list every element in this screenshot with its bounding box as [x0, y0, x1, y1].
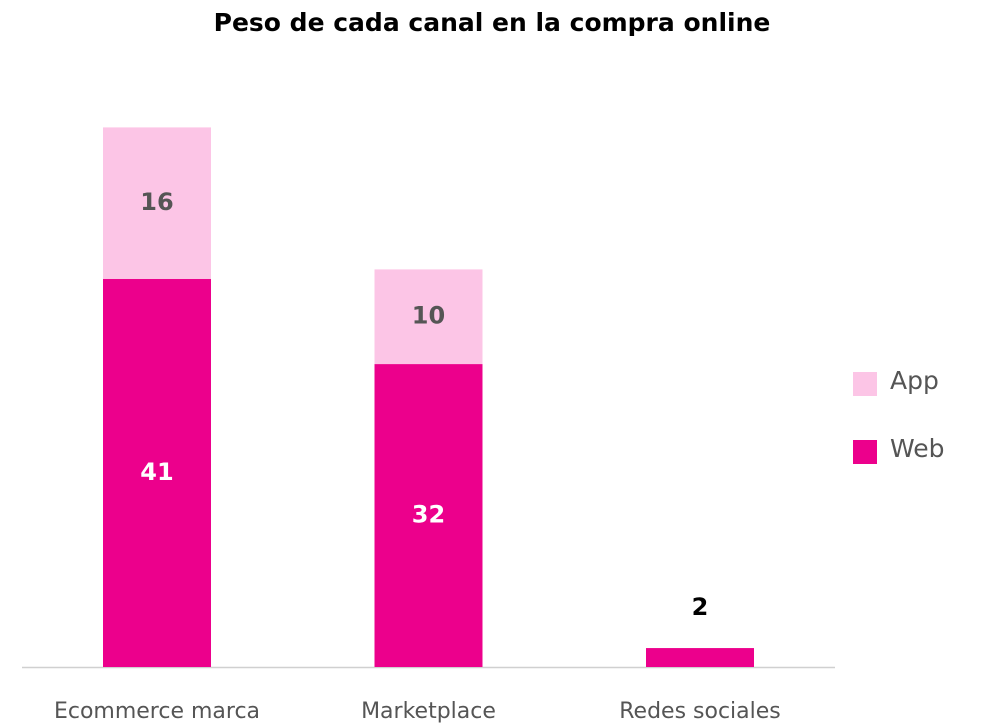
- legend-label: Web: [890, 434, 945, 463]
- data-label: 16: [140, 188, 173, 216]
- data-label: 32: [412, 501, 445, 529]
- data-label: 10: [412, 302, 445, 330]
- data-label: 2: [692, 593, 709, 621]
- chart-title: Peso de cada canal en la compra online: [214, 8, 771, 37]
- bar-segment: [374, 269, 483, 365]
- legend-swatch: [853, 372, 877, 396]
- legend-label: App: [890, 366, 939, 395]
- bar-segment: [103, 127, 211, 279]
- bar-segment: [374, 364, 483, 667]
- legend-swatch: [853, 440, 877, 464]
- x-tick-label: Redes sociales: [619, 699, 781, 724]
- data-label: 41: [140, 458, 173, 486]
- bar-segment: [103, 278, 211, 667]
- x-tick-label: Ecommerce marca: [54, 699, 260, 724]
- x-tick-label: Marketplace: [361, 699, 496, 724]
- bar-segment: [646, 648, 754, 667]
